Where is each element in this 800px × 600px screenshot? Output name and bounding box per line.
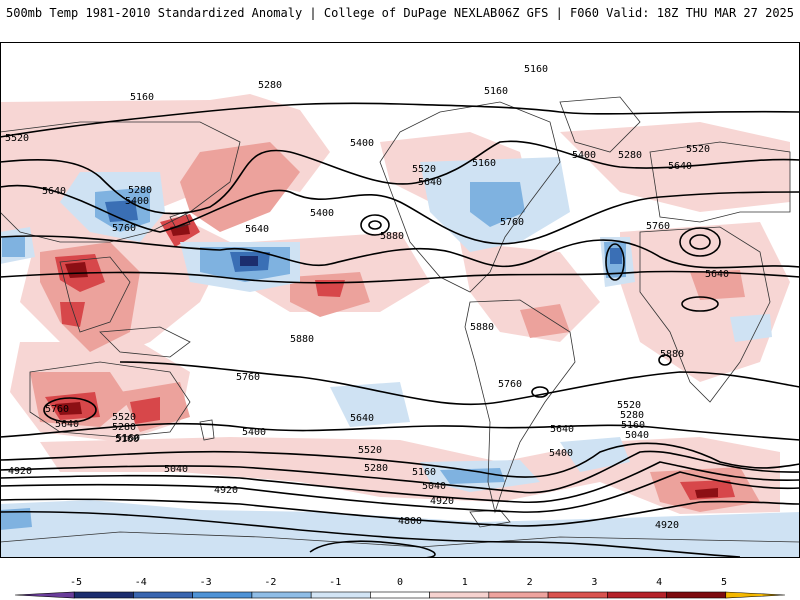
colorbar-segment [370,591,430,599]
contour-label: 5280 [128,185,152,196]
contour-label: 5280 [618,150,642,161]
contour-label: 4920 [214,485,238,496]
contour-label: 5880 [380,231,404,242]
contour-label: 5040 [422,481,446,492]
colorbar-tick-label: -1 [329,577,341,588]
colorbar-segment [192,591,253,599]
colorbar-tick-label: 0 [397,577,403,588]
contour-label: 5640 [42,186,66,197]
contour-label: 5640 [245,224,269,235]
contour-label: 5640 [350,413,374,424]
contour-label: 5880 [660,349,684,360]
map-title: 500mb Temp 1981-2010 Standardized Anomal… [6,6,498,20]
contour-label: 5880 [290,334,314,345]
contour-label: 5160 [524,64,548,75]
contour-label: 5040 [164,464,188,475]
colorbar-tick-label: 2 [527,577,533,588]
contour-label: 5400 [350,138,374,149]
contour-label: 5160 [621,420,645,431]
colorbar-segment [547,591,608,599]
contour-label: 4920 [8,466,32,477]
model-run-info: 06Z GFS | F060 Valid: 18Z THU MAR 27 202… [497,6,794,20]
contour-label: 5160 [472,158,496,169]
colorbar-tick-label: -5 [70,577,82,588]
contour-label: 5040 [625,430,649,441]
colorbar-segment [488,591,549,599]
contour-labels: 5280 5160 5520 5640 5400 5280 5640 5760 … [5,64,729,531]
colorbar-segment [73,591,134,599]
contour-label: 5280 [620,410,644,421]
contour-label: 5760 [112,223,136,234]
contour-label: 4920 [430,496,454,507]
contour-label: 5640 [705,269,729,280]
colorbar-segment [607,591,667,599]
contour-label: 5400 [310,208,334,219]
colorbar-tick-label: -2 [264,577,276,588]
colorbar-segment [14,591,75,599]
contour-label: 5640 [668,161,692,172]
colorbar-segment [133,591,193,599]
contour-label: 5400 [549,448,573,459]
contour-label: 5400 [125,196,149,207]
contour-label: 5640 [550,424,574,435]
contour-label: 5760 [500,217,524,228]
contour-label: 5760 [45,404,69,415]
colorbar-tick-label: -3 [200,577,212,588]
contour-label: 5160 [130,92,154,103]
contour-label: 5280 [364,463,388,474]
anomaly-colorbar: -5 -4 -3 -2 -1 0 1 2 3 4 5 [14,577,786,599]
contour-label: 5280 [112,422,136,433]
contour-label: 4800 [398,516,422,527]
contour-label: 5520 [412,164,436,175]
colorbar-segment [310,591,371,599]
contour-label: 5640 [55,419,79,430]
contour-label: 5520 [617,400,641,411]
contour-label: 5520 [5,133,29,144]
contour-label: 4920 [655,520,679,531]
contour-label: 5520 [358,445,382,456]
contour-label: 5400 [242,427,266,438]
contour-label: 5160 [116,433,140,444]
colorbar-tick-label: 4 [656,577,662,588]
contour-label: 5280 [258,80,282,91]
contour-label: 5160 [484,86,508,97]
height-contours [0,102,800,558]
contour-label: 5760 [498,379,522,390]
contour-label: 5760 [646,221,670,232]
contour-label: 5640 [418,177,442,188]
colorbar-tick-label: 1 [462,577,468,588]
contour-label: 5760 [236,372,260,383]
colorbar-tick-label: 3 [591,577,597,588]
colorbar-segment [725,591,786,599]
contour-label: 5160 [412,467,436,478]
colorbar-tick-label: -4 [135,577,147,588]
colorbar-segment [251,591,312,599]
contour-label: 5160 [115,434,139,445]
anomaly-map: 5280 5160 5520 5640 5400 5280 5640 5760 … [0,42,800,558]
colorbar-tick-label: 5 [721,577,727,588]
contour-label: 5880 [470,322,494,333]
contour-label: 5520 [686,144,710,155]
colorbar-segment [429,591,490,599]
colorbar-segment [666,591,727,599]
contour-label: 5520 [112,412,136,423]
contour-label: 5400 [572,150,596,161]
